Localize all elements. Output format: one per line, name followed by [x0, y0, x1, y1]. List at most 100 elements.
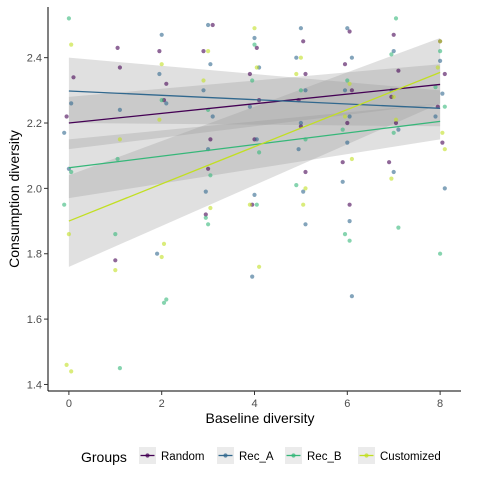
fit-line-rec-b	[68, 120, 441, 169]
point-rec-b	[161, 300, 167, 305]
point-customized	[393, 117, 399, 122]
point-rec-a	[117, 107, 122, 112]
point-rec-b	[442, 104, 447, 109]
point-random	[71, 75, 76, 80]
point-rec-a	[254, 137, 259, 142]
confidence-bands	[68, 38, 441, 267]
point-rec-a	[294, 55, 299, 60]
point-random	[393, 120, 399, 126]
point-rec-a	[433, 114, 438, 119]
point-rec-b	[69, 169, 74, 175]
point-customized	[159, 62, 164, 67]
y-tick-label: 2.2	[27, 118, 42, 130]
point-random	[254, 45, 259, 51]
point-customized	[440, 130, 445, 135]
legend-label-rec-a: Rec_A	[239, 451, 274, 463]
point-rec-b	[203, 215, 208, 220]
point-rec-b	[117, 366, 122, 371]
point-rec-a	[201, 88, 206, 93]
point-rec-a	[349, 55, 354, 60]
point-rec-a	[164, 101, 169, 106]
point-customized	[117, 137, 122, 142]
point-rec-a	[247, 104, 252, 109]
x-axis-title: Baseline diversity	[206, 410, 315, 426]
point-rec-b	[393, 16, 399, 21]
point-rec-a	[345, 26, 350, 31]
point-customized	[254, 65, 259, 70]
point-rec-b	[340, 127, 345, 132]
point-customized	[389, 176, 394, 181]
ticks: 0 2 4 6 8 1.4 1.6 1.8 2.0 2.2 2.4	[27, 53, 443, 410]
point-rec-b	[164, 297, 169, 302]
point-customized	[157, 117, 162, 122]
x-tick-label: 2	[159, 398, 165, 410]
point-random	[64, 114, 69, 119]
point-customized	[442, 147, 447, 152]
point-rec-a	[252, 35, 257, 41]
point-random	[117, 65, 122, 70]
point-random	[208, 137, 213, 142]
point-rec-a	[347, 114, 352, 119]
point-customized	[294, 71, 299, 77]
point-rec-b	[159, 98, 164, 103]
point-rec-a	[252, 192, 257, 197]
point-random	[396, 68, 401, 73]
point-rec-a	[396, 127, 401, 132]
point-customized	[208, 205, 213, 211]
point-rec-b	[206, 222, 211, 227]
point-rec-b	[433, 85, 438, 90]
point-rec-b	[252, 42, 257, 47]
point-rec-b	[113, 232, 118, 237]
point-rec-b	[62, 202, 67, 207]
point-customized	[161, 241, 167, 246]
x-tick-label: 6	[344, 398, 350, 410]
ci-band-customized	[68, 38, 441, 267]
point-rec-b	[257, 150, 262, 155]
point-rec-a	[440, 91, 445, 96]
point-random	[157, 49, 162, 54]
point-random	[440, 140, 445, 145]
point-customized	[347, 81, 352, 86]
point-random	[164, 81, 169, 86]
point-rec-a	[391, 169, 396, 175]
point-customized	[438, 39, 443, 44]
y-axis-title: Consumption diversity	[6, 130, 22, 268]
legend-title: Groups	[81, 449, 127, 465]
point-random	[349, 88, 354, 93]
point-random	[347, 29, 352, 34]
point-rec-a	[155, 251, 160, 256]
legend-key-point-random	[145, 453, 150, 458]
point-random	[342, 62, 348, 67]
legend-key-point-rec-b	[291, 453, 296, 458]
point-customized	[201, 78, 206, 83]
fit-lines	[68, 71, 441, 222]
legend-items: Random Rec_A Rec_B Customized	[139, 447, 441, 464]
point-random	[442, 71, 447, 77]
point-random	[387, 160, 392, 165]
point-customized	[69, 369, 74, 374]
point-random	[303, 71, 308, 77]
point-rec-a	[438, 58, 443, 64]
point-customized	[206, 49, 211, 54]
data-points	[62, 16, 447, 374]
point-rec-a	[303, 222, 308, 227]
point-random	[340, 160, 345, 165]
legend-label-rec-b: Rec_B	[307, 451, 342, 463]
fit-line-rec-a	[68, 90, 441, 109]
legend-label-customized: Customized	[380, 451, 441, 463]
point-rec-b	[342, 232, 348, 237]
point-rec-a	[298, 26, 303, 31]
point-rec-b	[294, 183, 299, 188]
point-rec-b	[66, 16, 71, 21]
point-customized	[69, 42, 74, 47]
point-rec-b	[254, 202, 259, 207]
point-customized	[64, 362, 69, 367]
y-tick-label: 2.4	[27, 53, 42, 65]
point-rec-a	[208, 62, 213, 67]
point-customized	[349, 156, 354, 162]
point-rec-a	[62, 130, 67, 135]
legend-key-point-rec-a	[223, 453, 228, 458]
point-random	[247, 71, 252, 77]
x-tick-label: 0	[66, 398, 72, 410]
